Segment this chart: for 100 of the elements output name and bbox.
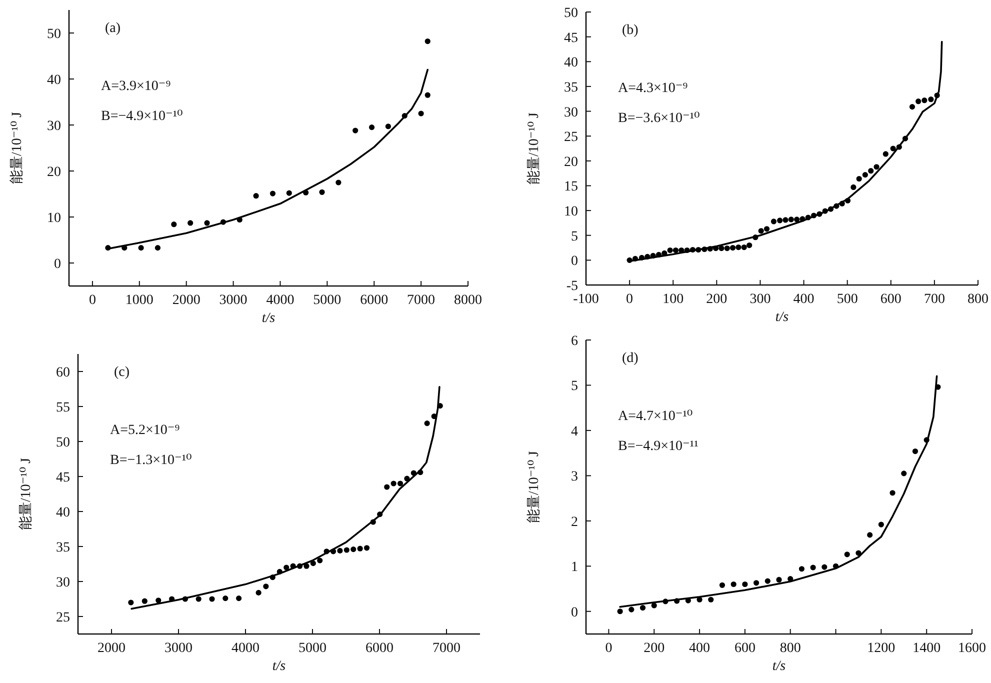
y-tick-label: 10 [47,211,61,226]
point [350,546,356,552]
point [874,164,880,170]
y-tick-label: 35 [564,80,578,96]
x-tick-label: 2000 [98,641,126,656]
y-tick-label: 6 [571,334,578,349]
point [882,151,888,157]
point [777,218,783,224]
point [263,584,269,590]
x-tick-label: 400 [689,641,710,656]
point [794,216,800,222]
y-tick-label: 2 [571,514,578,530]
point [890,146,896,152]
point [867,532,873,538]
x-tick-label: 0 [88,293,96,308]
y-axis-title: 能量/10⁻¹⁰ J [526,112,542,185]
point [628,606,634,612]
y-tick-label: 60 [56,366,70,380]
point [878,522,884,528]
x-tick-label: 3000 [164,641,192,656]
point [672,247,679,254]
annotation: B=−4.9×10⁻¹⁰ [101,109,184,124]
point [337,548,343,554]
y-tick-label: 0 [571,254,578,270]
y-tick-label: 4 [571,424,578,440]
x-tick-label: 600 [734,641,756,656]
point [286,190,292,196]
x-axis-title: t/s [775,310,790,325]
point [222,596,228,602]
point [317,558,323,564]
y-tick-label: 30 [56,576,70,590]
point [424,420,430,426]
point [236,596,242,602]
point [156,598,162,604]
x-tick-label: 4000 [266,293,294,308]
point [154,245,161,251]
y-tick-label: 55 [56,400,70,416]
y-tick-label: 0 [571,605,578,620]
y-tick-label: 0 [54,257,61,272]
y-tick-label: 45 [56,470,70,486]
point [758,228,764,234]
x-tick-label: 5000 [298,641,326,656]
point [746,242,752,248]
point [253,193,259,199]
y-tick-label: 25 [564,130,578,146]
y-tick-label: 20 [47,165,61,180]
x-tick-label: 500 [836,292,858,307]
point [304,563,310,569]
x-axis-title: t/s [772,659,786,674]
y-tick-label: 10 [564,204,578,220]
x-tick-label: 200 [706,292,728,307]
y-tick-label: 50 [564,6,578,21]
annotation: B=−1.3×10⁻¹⁰ [110,453,192,468]
point [909,104,916,110]
point [922,98,928,104]
point [770,218,777,224]
y-tick-label: 40 [56,506,70,520]
x-tick-label: 1000 [125,293,154,308]
y-tick-label: 45 [564,30,578,46]
point [916,98,922,104]
point [764,578,770,584]
point [384,484,390,490]
y-tick-label: 5 [571,379,578,394]
x-tick-label: 7000 [407,293,436,308]
point [617,608,623,614]
point [912,448,918,454]
point [788,216,794,222]
y-axis-title: 能量/10⁻¹⁰ J [9,111,25,184]
x-tick-label: -100 [573,292,599,307]
x-tick-label: 200 [644,641,665,656]
point [390,480,396,486]
point [798,566,805,572]
point [651,602,657,608]
annotation: A=4.3×10⁻⁹ [618,81,688,96]
y-tick-label: 30 [47,119,61,134]
point [142,598,148,604]
point [352,128,358,134]
x-tick-label: 1600 [958,641,986,656]
y-tick-label: 1 [571,560,578,576]
point [209,596,215,602]
annotation: (d) [622,351,639,366]
point [667,247,673,254]
point [856,176,862,182]
point [890,490,896,496]
point [138,245,144,251]
point [764,226,770,232]
x-tick-label: 1200 [867,641,896,656]
point [844,552,850,558]
y-tick-label: 40 [564,56,578,71]
x-axis-title: t/s [262,311,276,326]
point [640,604,646,611]
point [719,582,726,588]
x-tick-label: 4000 [232,641,260,656]
point [270,190,276,196]
y-axis-title: 能量/10⁻¹⁰ J [526,450,542,524]
point [850,184,856,190]
x-tick-label: 3000 [219,293,248,308]
point [364,545,370,551]
point [776,576,782,583]
point [344,547,350,553]
